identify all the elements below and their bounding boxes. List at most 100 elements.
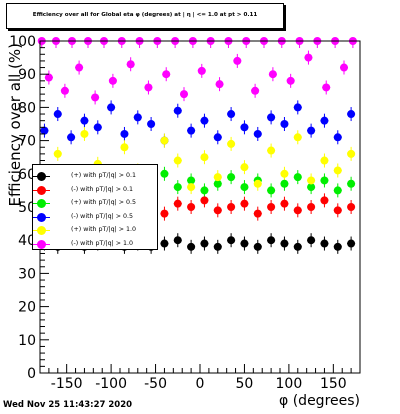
data-point bbox=[240, 123, 249, 132]
legend-label: (+) with pT/|q| > 1.0 bbox=[71, 226, 137, 233]
series-6 bbox=[37, 37, 357, 102]
y-tick-label: 90 bbox=[18, 67, 36, 83]
data-point bbox=[91, 93, 100, 102]
data-point bbox=[267, 113, 276, 122]
data-point bbox=[160, 239, 169, 248]
legend-marker bbox=[37, 185, 46, 195]
data-point bbox=[133, 113, 142, 122]
y-tick-label: 50 bbox=[18, 200, 36, 216]
data-point bbox=[280, 120, 289, 128]
data-point bbox=[213, 206, 222, 215]
data-point bbox=[144, 83, 153, 92]
legend-item: (+) with pT/|q| > 1.0 bbox=[33, 224, 157, 237]
data-point bbox=[126, 60, 135, 69]
data-point bbox=[80, 116, 89, 125]
data-point bbox=[267, 203, 276, 211]
data-point bbox=[280, 239, 289, 248]
data-point bbox=[240, 199, 249, 208]
data-point bbox=[293, 206, 302, 215]
data-point bbox=[307, 126, 316, 135]
legend-marker bbox=[37, 212, 46, 222]
data-point bbox=[280, 199, 289, 208]
data-point bbox=[227, 139, 236, 148]
data-point bbox=[187, 126, 196, 135]
y-tick-label: 80 bbox=[18, 100, 36, 116]
data-point bbox=[293, 133, 302, 142]
data-point bbox=[213, 173, 222, 182]
data-point bbox=[187, 242, 196, 251]
x-axis-title: φ (degrees) bbox=[279, 393, 360, 409]
data-point bbox=[320, 116, 329, 125]
data-point bbox=[67, 133, 76, 142]
data-point bbox=[347, 203, 356, 211]
data-point bbox=[280, 179, 289, 188]
data-point bbox=[107, 103, 116, 112]
series-4 bbox=[40, 103, 356, 145]
data-point bbox=[53, 110, 62, 119]
data-point bbox=[347, 179, 356, 188]
y-tick-label: 30 bbox=[18, 266, 36, 282]
y-tick-label: 40 bbox=[18, 233, 36, 249]
data-point bbox=[233, 56, 242, 65]
data-point bbox=[173, 199, 182, 208]
data-point bbox=[200, 186, 209, 195]
y-tick-label: 100 bbox=[9, 34, 36, 50]
legend-label: (+) with pT/|q| > 0.5 bbox=[71, 199, 137, 206]
data-point bbox=[333, 166, 342, 175]
chart-title: Efficiency over all for Global eta φ (de… bbox=[32, 12, 258, 18]
data-point bbox=[213, 242, 222, 251]
legend-label: (-) with pT/|q| > 1.0 bbox=[71, 239, 134, 247]
data-point bbox=[267, 236, 276, 245]
data-point bbox=[180, 90, 188, 99]
data-point bbox=[253, 179, 262, 188]
data-point bbox=[293, 173, 302, 182]
data-point bbox=[120, 143, 129, 152]
axes: 0 10 20 30 40 50 60 70 80 90 100 -150 -100 -50 0 50 100 1… bbox=[6, 34, 361, 409]
data-point bbox=[347, 239, 356, 248]
data-point bbox=[162, 70, 171, 79]
data-point bbox=[333, 242, 342, 251]
data-point bbox=[227, 236, 236, 245]
data-point bbox=[322, 83, 331, 92]
data-point bbox=[240, 239, 249, 248]
chart-legend: (+) with pT/|q| > 0.1 (-) with pT/|q| > 0… bbox=[32, 164, 158, 250]
date-stamp: Wed Nov 25 11:43:27 2020 bbox=[3, 400, 133, 410]
x-tick-label: -50 bbox=[144, 376, 167, 392]
x-tick-label: -150 bbox=[51, 376, 83, 392]
y-tick-label: 0 bbox=[27, 366, 36, 382]
chart-title-box: Efficiency over all for Global eta φ (de… bbox=[6, 3, 284, 29]
data-point bbox=[293, 103, 302, 112]
legend-marker bbox=[37, 199, 46, 208]
data-point bbox=[240, 163, 249, 172]
y-tick-label: 10 bbox=[18, 333, 36, 349]
data-point bbox=[267, 146, 276, 155]
data-point bbox=[160, 169, 169, 178]
data-point bbox=[304, 53, 313, 62]
data-point bbox=[213, 133, 222, 142]
x-tick-label: 150 bbox=[320, 376, 347, 392]
data-point bbox=[320, 176, 329, 185]
data-point bbox=[286, 76, 295, 85]
legend-marker bbox=[37, 172, 46, 181]
data-point bbox=[147, 120, 156, 128]
data-point bbox=[40, 126, 49, 135]
data-point bbox=[173, 236, 182, 245]
data-point bbox=[320, 156, 329, 165]
data-point bbox=[120, 129, 129, 138]
data-point bbox=[173, 156, 182, 165]
data-point bbox=[347, 110, 356, 119]
data-point bbox=[200, 239, 209, 248]
data-point bbox=[280, 169, 289, 178]
data-point bbox=[187, 176, 196, 185]
data-point bbox=[60, 86, 69, 95]
legend-marker bbox=[37, 239, 46, 249]
legend-label: (+) with pT/|q| > 0.1 bbox=[71, 172, 137, 179]
legend-marker bbox=[37, 226, 46, 235]
x-tick-label: 50 bbox=[236, 376, 254, 392]
data-point bbox=[240, 183, 249, 192]
data-point bbox=[251, 86, 260, 95]
data-point bbox=[333, 186, 342, 195]
data-point bbox=[340, 63, 348, 72]
data-point bbox=[307, 203, 316, 211]
